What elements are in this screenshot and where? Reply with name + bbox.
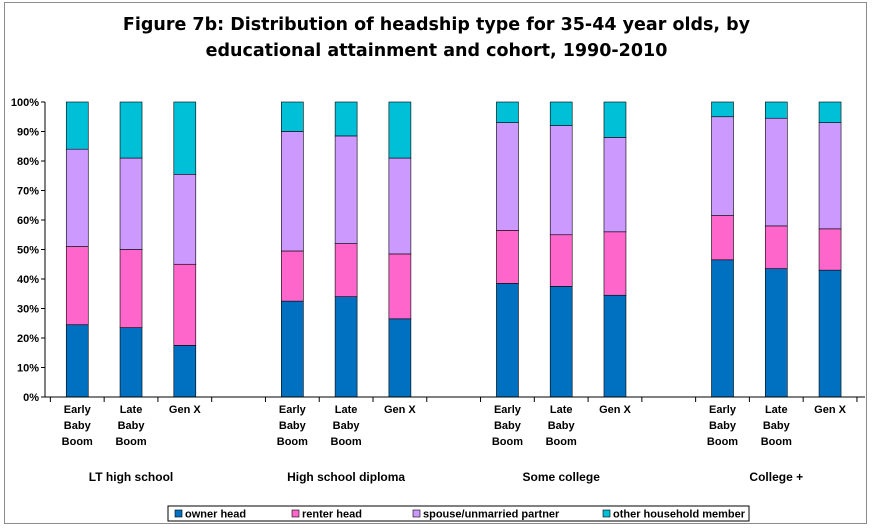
bar-segment-renter-head [281, 250, 304, 302]
bar-segment-renter-head [549, 234, 573, 287]
bar-segment-other-household-member [818, 101, 842, 123]
cohort-label: Late Baby Boom [115, 404, 146, 448]
y-tick-label: 30% [17, 304, 39, 316]
legend: owner head renter head spouse/unmarried pa… [167, 505, 750, 522]
bar-segment-spouse-unmarried-partner [281, 131, 304, 252]
bar-segment-spouse-unmarried-partner [496, 122, 519, 231]
bar-segment-other-household-member [119, 101, 143, 159]
group-label: Some college [523, 470, 601, 484]
y-tick-label: 40% [17, 274, 39, 286]
cohort-label: Early Baby Boom [707, 404, 738, 448]
legend-label: owner head [185, 509, 246, 521]
bar-segment-spouse-unmarried-partner [764, 117, 788, 227]
bar-segment-other-household-member [603, 101, 627, 138]
bar-segment-spouse-unmarried-partner [818, 122, 842, 230]
cohort-label: Early Baby Boom [62, 404, 93, 448]
bar-segment-owner-head [334, 296, 358, 398]
chart-title: Figure 7b: Distribution of headship type… [0, 12, 873, 64]
cohort-label: Early Baby Boom [492, 404, 523, 448]
cohort-label: Early Baby Boom [277, 404, 308, 448]
group-label: High school diploma [287, 470, 405, 484]
bar-segment-owner-head [764, 268, 788, 398]
cohort-label: Gen X [169, 404, 201, 416]
cohort-label: Late Baby Boom [331, 404, 362, 448]
bar-segment-renter-head [818, 228, 842, 271]
legend-swatch [412, 509, 421, 518]
bar-segment-spouse-unmarried-partner [65, 148, 89, 247]
legend-label: spouse/unmarried partner [423, 509, 560, 521]
bar-segment-owner-head [549, 286, 573, 398]
bar-segment-renter-head [173, 263, 197, 346]
bar-segment-renter-head [334, 243, 358, 298]
cohort-label: Gen X [599, 404, 631, 416]
bar-segment-spouse-unmarried-partner [334, 135, 358, 244]
bar-segment-owner-head [173, 345, 197, 398]
bar-segment-spouse-unmarried-partner [711, 116, 734, 216]
bar-segment-other-household-member [711, 101, 734, 118]
bar-segment-renter-head [388, 253, 412, 320]
bar-segment-renter-head [711, 215, 734, 261]
bar-segment-owner-head [496, 283, 519, 398]
y-tick-label: 50% [17, 245, 39, 257]
bar-segment-owner-head [388, 318, 412, 398]
y-tick-label: 20% [17, 333, 39, 345]
bar-segment-other-household-member [388, 101, 412, 159]
bar-segment-spouse-unmarried-partner [549, 125, 573, 236]
cohort-label: Gen X [814, 404, 846, 416]
bar-segment-other-household-member [496, 101, 519, 123]
bar-segment-renter-head [764, 225, 788, 269]
cohort-label: Late Baby Boom [761, 404, 792, 448]
bar-segment-owner-head [65, 324, 89, 398]
bar-segment-owner-head [711, 259, 734, 398]
bar-segment-other-household-member [549, 101, 573, 126]
y-tick-label: 90% [17, 127, 39, 139]
bar-segment-owner-head [281, 300, 304, 398]
x-tick-labels: Early Baby Boom Late Baby Boom Gen X LT high sc… [62, 404, 847, 484]
bar-segment-renter-head [65, 246, 89, 326]
cohort-label: Gen X [384, 404, 416, 416]
bar-segment-renter-head [119, 249, 143, 328]
bar-segment-other-household-member [173, 101, 197, 175]
y-tick-label: 70% [17, 186, 39, 198]
legend-label: renter head [302, 509, 362, 521]
group-label: LT high school [89, 470, 173, 484]
y-tick-label: 0% [23, 392, 39, 404]
bar-segment-spouse-unmarried-partner [388, 157, 412, 255]
group-label: College + [749, 470, 803, 484]
legend-swatch [602, 509, 611, 518]
y-tick-label: 100% [11, 97, 39, 109]
bar-segment-other-household-member [334, 101, 358, 137]
bar-segment-other-household-member [281, 101, 304, 132]
bar-segment-owner-head [818, 269, 842, 398]
legend-swatch [174, 509, 183, 518]
y-tick-label: 10% [17, 363, 39, 375]
bar-segment-renter-head [603, 231, 627, 296]
legend-swatch [291, 509, 300, 518]
bar-segment-spouse-unmarried-partner [173, 173, 197, 265]
chart-title-line-2: educational attainment and cohort, 1990-… [205, 41, 668, 61]
chart-title-line-1: Figure 7b: Distribution of headship type… [122, 15, 751, 35]
bar-segment-spouse-unmarried-partner [603, 137, 627, 233]
bar-segment-owner-head [119, 327, 143, 398]
bar-segment-renter-head [496, 230, 519, 284]
legend-label: other household member [613, 509, 746, 521]
y-tick-labels: 0% 10% 20% 30% 40% 50% 60% 70% 80% 90% 100% [11, 97, 39, 404]
bars-layer [65, 101, 842, 398]
bar-segment-other-household-member [65, 101, 89, 150]
axes-layer [41, 101, 865, 402]
bar-segment-spouse-unmarried-partner [119, 157, 143, 250]
y-tick-label: 60% [17, 215, 39, 227]
cohort-label: Late Baby Boom [546, 404, 577, 448]
y-tick-label: 80% [17, 156, 39, 168]
bar-segment-other-household-member [764, 101, 788, 119]
bar-segment-owner-head [603, 294, 627, 398]
